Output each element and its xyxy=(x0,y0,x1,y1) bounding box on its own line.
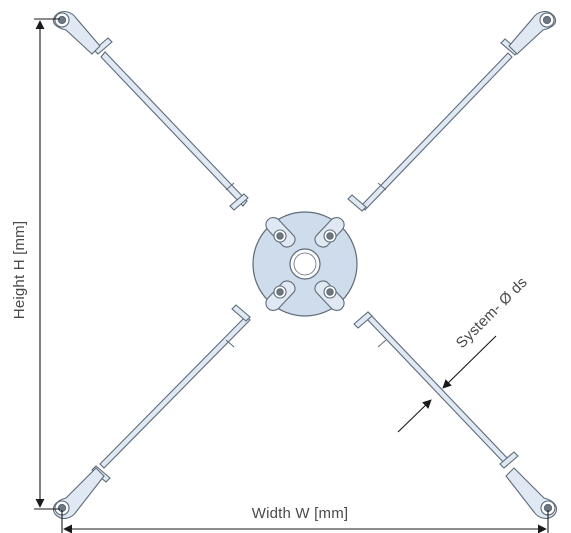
width-dimension xyxy=(61,510,549,533)
height-label: Height H [mm] xyxy=(11,221,28,319)
system-diameter-dimension xyxy=(397,335,497,433)
rod-bottom-left xyxy=(91,304,251,483)
fork-inner-bottom-right xyxy=(314,280,345,311)
fork-inner-top-left xyxy=(265,217,296,248)
rod-top-left xyxy=(93,37,249,211)
inner-forks xyxy=(265,217,345,311)
width-label: Width W [mm] xyxy=(252,505,349,522)
rod-top-right xyxy=(347,38,520,212)
fork-inner-bottom-left xyxy=(265,280,296,311)
ds-leader-upper xyxy=(442,335,497,389)
tension-rods xyxy=(91,37,520,483)
rod-sleeve-marks xyxy=(225,182,387,348)
rod-end-eye-bottom-left xyxy=(52,467,105,520)
center-hole xyxy=(289,248,321,280)
rod-end-eye-top-right xyxy=(508,10,557,55)
ds-leader-lower xyxy=(397,399,432,433)
height-dimension xyxy=(34,18,60,510)
fork-inner-top-right xyxy=(314,217,345,248)
outer-eyes xyxy=(52,10,558,520)
rod-end-eye-icon xyxy=(52,10,101,55)
rod-end-eye-bottom-right xyxy=(505,467,558,520)
rod-bottom-right xyxy=(353,311,519,469)
